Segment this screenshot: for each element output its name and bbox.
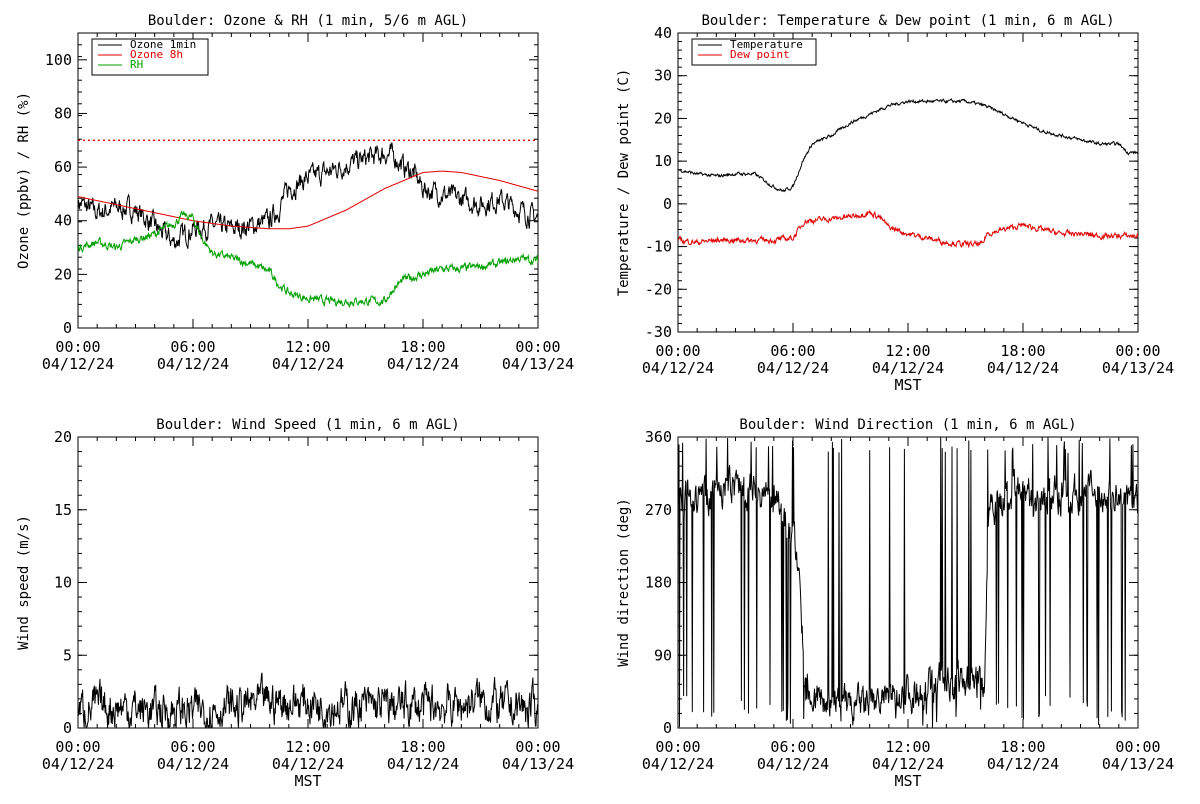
- series-line-ozone-1min: [78, 142, 538, 249]
- x-tick-label: 06:00 04/12/24: [757, 342, 829, 377]
- chart-title: Boulder: Ozone & RH (1 min, 5/6 m AGL): [148, 13, 468, 29]
- legend-box: [691, 38, 817, 66]
- y-tick-label: 80: [54, 104, 72, 122]
- x-tick-label: 18:00 04/12/24: [387, 338, 459, 373]
- y-tick-label: -10: [645, 238, 672, 256]
- legend-label: Ozone 8h: [130, 48, 183, 61]
- y-axis-label: Wind speed (m/s): [16, 515, 32, 650]
- x-tick-label: 12:00 04/12/24: [872, 342, 944, 377]
- x-tick-label: 06:00 04/12/24: [157, 738, 229, 773]
- x-axis-label: MST: [894, 772, 921, 790]
- chart-title: Boulder: Wind Direction (1 min, 6 m AGL): [739, 417, 1076, 433]
- x-tick-label: 12:00 04/12/24: [872, 738, 944, 773]
- y-tick-label: 10: [54, 574, 72, 592]
- x-tick-label: 06:00 04/12/24: [757, 738, 829, 773]
- plot-frame: [677, 32, 1139, 333]
- x-axis-label: MST: [894, 376, 921, 394]
- x-tick-label: 18:00 04/12/24: [987, 738, 1059, 773]
- y-tick-label: 0: [663, 719, 672, 737]
- series-line-temperature: [678, 98, 1138, 193]
- x-tick-label: 00:00 04/13/24: [1102, 342, 1174, 377]
- series-line-1: [78, 672, 538, 728]
- x-axis-label: MST: [294, 772, 321, 790]
- x-tick-label: 00:00 04/12/24: [642, 738, 714, 773]
- series-line-1: [678, 437, 1138, 728]
- y-tick-label: 0: [663, 195, 672, 213]
- x-tick-label: 00:00 04/12/24: [642, 342, 714, 377]
- y-tick-label: 360: [645, 428, 672, 446]
- y-tick-label: 30: [654, 67, 672, 85]
- x-tick-label: 18:00 04/12/24: [387, 738, 459, 773]
- x-tick-label: 00:00 04/13/24: [502, 338, 574, 373]
- y-tick-label: 15: [54, 501, 72, 519]
- x-tick-label: 12:00 04/12/24: [272, 338, 344, 373]
- chart-panel-1: Boulder: Ozone & RH (1 min, 5/6 m AGL) Oz…: [16, 13, 574, 373]
- y-tick-label: 100: [45, 51, 72, 69]
- y-tick-label: 10: [654, 152, 672, 170]
- y-axis-label: Ozone (ppbv) / RH (%): [16, 92, 32, 269]
- y-tick-label: -20: [645, 280, 672, 298]
- y-tick-label: 90: [654, 646, 672, 664]
- legend-label: RH: [130, 58, 143, 71]
- chart-title: Boulder: Temperature & Dew point (1 min,…: [701, 13, 1114, 29]
- series-line-ozone-8h: [78, 170, 538, 230]
- chart-title: Boulder: Wind Speed (1 min, 6 m AGL): [156, 417, 459, 433]
- y-tick-label: 5: [63, 646, 72, 664]
- series-line-rh: [78, 210, 538, 309]
- y-tick-label: 270: [645, 501, 672, 519]
- y-axis-label: Temperature / Dew point (C): [616, 69, 632, 297]
- y-tick-label: 20: [54, 265, 72, 283]
- y-tick-label: 60: [54, 158, 72, 176]
- y-tick-label: 0: [63, 719, 72, 737]
- x-tick-label: 00:00 04/13/24: [502, 738, 574, 773]
- chart-panel-4: Boulder: Wind Direction (1 min, 6 m AGL)…: [616, 417, 1174, 790]
- x-tick-label: 00:00 04/13/24: [1102, 738, 1174, 773]
- legend-label: Dew point: [730, 48, 790, 61]
- legend-label: Ozone 1min: [130, 38, 196, 51]
- x-tick-label: 18:00 04/12/24: [987, 342, 1059, 377]
- x-tick-label: 00:00 04/12/24: [42, 338, 114, 373]
- x-tick-label: 00:00 04/12/24: [42, 738, 114, 773]
- y-tick-label: 20: [54, 428, 72, 446]
- y-tick-label: 180: [645, 574, 672, 592]
- plot-frame: [77, 436, 539, 729]
- chart-panel-3: Boulder: Wind Speed (1 min, 6 m AGL) Wind…: [16, 417, 574, 790]
- x-tick-label: 06:00 04/12/24: [157, 338, 229, 373]
- y-tick-label: -30: [645, 323, 672, 341]
- y-tick-label: 40: [654, 24, 672, 42]
- chart-panel-2: Boulder: Temperature & Dew point (1 min,…: [616, 13, 1174, 394]
- y-tick-label: 40: [54, 212, 72, 230]
- series-line-dew-point: [678, 209, 1138, 249]
- y-tick-label: 0: [63, 319, 72, 337]
- x-tick-label: 12:00 04/12/24: [272, 738, 344, 773]
- y-axis-label: Wind direction (deg): [616, 498, 632, 667]
- y-tick-label: 20: [654, 109, 672, 127]
- legend-label: Temperature: [730, 38, 803, 51]
